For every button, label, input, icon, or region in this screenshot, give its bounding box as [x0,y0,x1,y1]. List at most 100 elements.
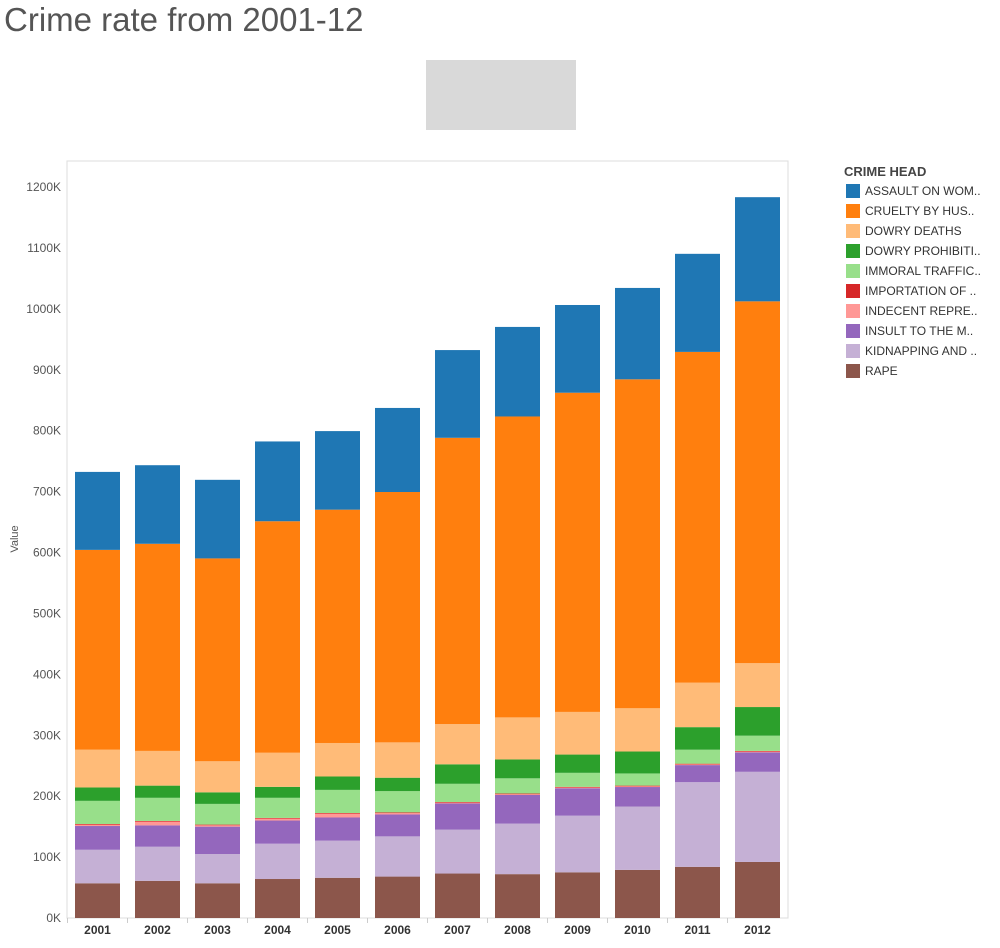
legend-swatch [846,224,860,238]
bar-segment [195,824,240,827]
bar-segment [555,304,600,393]
legend-label: IMPORTATION OF .. [865,284,977,298]
bar-segment [255,441,300,522]
bar-segment [195,854,240,884]
bar-segment [495,793,540,795]
legend-label: INSULT TO THE M.. [865,324,974,338]
bar-segment [255,797,300,818]
x-axis-ticks: 2001 2002 2003 2004 2005 2006 2007 2008 2009 2010… [67,918,771,937]
legend-item[interactable]: RAPE [844,361,1000,381]
legend-title: CRIME HEAD [844,164,927,179]
x-tick-label: 2005 [324,923,351,937]
y-axis-label: Value [9,525,21,552]
bar-segment [435,802,480,803]
bar-segment [315,813,360,814]
bar-segment [615,751,660,774]
y-tick-label: 1000K [26,302,61,316]
bar-segment [675,253,720,352]
bar-segment [555,754,600,773]
bar-segment [615,287,660,380]
x-tick-label: 2012 [744,923,771,937]
bar-segment [555,815,600,873]
y-tick-label: 300K [33,728,61,742]
bar-segment [135,797,180,821]
y-tick-label: 0K [46,911,61,925]
bar-segment [315,431,360,510]
bar-segment [495,717,540,760]
legend-item[interactable]: INDECENT REPRE.. [844,301,1000,321]
bar-segment [375,812,420,815]
y-tick-label: 200K [33,789,61,803]
bar-segment [255,879,300,918]
legend-label: IMMORAL TRAFFIC.. [865,264,982,278]
legend-label: KIDNAPPING AND .. [865,344,978,358]
bar-segment [195,826,240,855]
bar-segment [255,817,300,819]
bar-segment [195,761,240,793]
bar-segment [615,708,660,752]
legend-item[interactable]: DOWRY DEATHS [844,221,1000,241]
bar-segment [75,826,120,850]
y-tick-label: 700K [33,485,61,499]
page-title: Crime rate from 2001-12 [4,1,364,38]
y-tick-label: 1200K [26,180,61,194]
legend-swatch [846,204,860,218]
bar-segment [675,763,720,766]
legend-label: ASSAULT ON WOM.. [865,184,981,198]
bar-segment [735,663,780,708]
x-tick-label: 2007 [444,923,471,937]
bar-segment [255,818,300,821]
legend-swatch [846,324,860,338]
legend-item[interactable]: ASSAULT ON WOM.. [844,181,1000,201]
legend-label: RAPE [865,364,898,378]
y-tick-label: 800K [33,424,61,438]
bar-segment [375,876,420,918]
bar-segment [135,785,180,798]
bar-segment [675,749,720,764]
bar-segment [195,479,240,559]
bar-segment [735,750,780,752]
bar-segment [75,849,120,884]
bar-segment [135,846,180,881]
bar-segment [135,820,180,822]
bar-segment [315,789,360,814]
y-tick-label: 100K [33,850,61,864]
bar-segment [435,764,480,784]
legend-item[interactable]: IMPORTATION OF .. [844,281,1000,301]
bar-segment [615,785,660,788]
x-tick-label: 2010 [624,923,651,937]
bar-segment [75,749,120,788]
bar-segment [495,823,540,875]
legend-item[interactable]: DOWRY PROHIBITI.. [844,241,1000,261]
bar-segment [255,843,300,880]
x-tick-label: 2004 [264,923,291,937]
bar-segment [735,751,780,753]
bar-segment [195,824,240,826]
bar-segment [615,806,660,870]
bar-segment [495,416,540,718]
bar-segment [75,883,120,918]
bar-segment [435,437,480,725]
x-tick-label: 2003 [204,923,231,937]
bar-segment [375,814,420,837]
bar-segment [435,350,480,438]
legend-item[interactable]: INSULT TO THE M.. [844,321,1000,341]
bar-segment [315,776,360,790]
legend-swatch [846,184,860,198]
legend-label: DOWRY DEATHS [865,224,962,238]
legend-swatch [846,284,860,298]
bar-segment [615,869,660,918]
legend-item[interactable]: CRUELTY BY HUS.. [844,201,1000,221]
legend-item[interactable]: KIDNAPPING AND .. [844,341,1000,361]
bar-segment [555,772,600,787]
bar-segment [135,543,180,751]
bar-segment [75,824,120,825]
bar-segment [615,787,660,807]
bar-segment [675,763,720,765]
legend: CRIME HEAD ASSAULT ON WOM.. CRUELTY BY HU… [844,163,1000,381]
bar-segment [555,392,600,712]
legend-item[interactable]: IMMORAL TRAFFIC.. [844,261,1000,281]
x-tick-label: 2009 [564,923,591,937]
bar-segment [495,759,540,779]
bar-segment [255,752,300,787]
